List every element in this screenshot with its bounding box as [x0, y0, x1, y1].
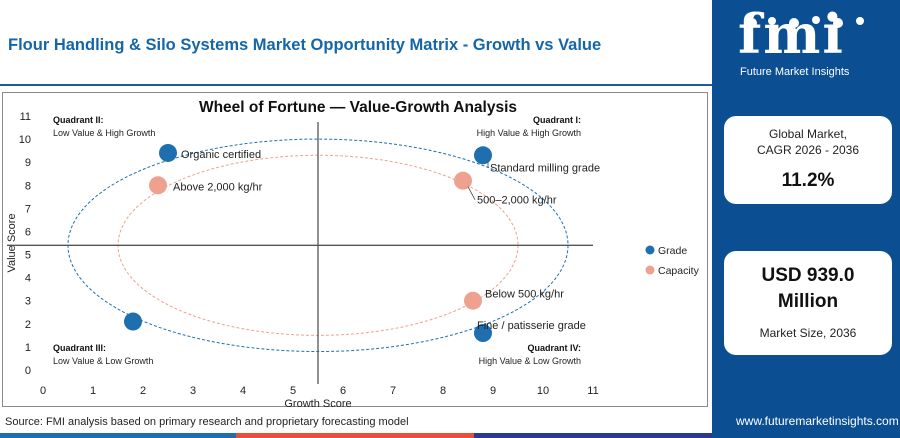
chart-panel: Wheel of Fortune — Value-Growth Analysis…: [2, 92, 708, 408]
point-label: Standard milling grade: [490, 162, 600, 174]
kpi-market-size-value-line1: USD 939.0: [761, 265, 855, 286]
fmi-logo: fmi Future Market Insights: [712, 0, 900, 86]
page-title: Flour Handling & Silo Systems Market Opp…: [8, 36, 602, 54]
y-axis-label: Value Score: [6, 213, 18, 272]
x-tick-label: 4: [240, 385, 246, 397]
bar-segment-blue: [0, 433, 236, 438]
y-tick-label: 1: [25, 342, 31, 354]
y-tick-label: 9: [25, 157, 31, 169]
y-tick-label: 8: [25, 180, 31, 192]
point-capacity: [149, 176, 167, 195]
kpi-market-size-card: USD 939.0 Million Market Size, 2036: [724, 251, 892, 355]
x-tick-label: 7: [390, 385, 396, 397]
point-label: Fine / patisserie grade: [477, 320, 586, 332]
legend-marker-capacity: [645, 265, 655, 275]
x-tick-label: 1: [90, 385, 96, 397]
kpi-market-size-label: Market Size, 2036: [759, 326, 857, 340]
sidebar: fmi Future Market Insights Global Market…: [712, 0, 900, 438]
y-tick-label: 3: [25, 296, 31, 308]
y-tick-label: 11: [20, 111, 31, 123]
kpi-cagr-label-line2: CAGR 2026 - 2036: [756, 143, 860, 157]
point-label: 500–2,000 kg/hr: [477, 195, 557, 207]
y-tick-label: 6: [25, 226, 31, 238]
website-link[interactable]: www.futuremarketinsights.com: [736, 414, 899, 428]
point-label: Organic certified: [181, 149, 261, 161]
point-label: Above 2,000 kg/hr: [173, 181, 263, 193]
kpi-cagr-value: 11.2%: [781, 170, 835, 191]
header: Flour Handling & Silo Systems Market Opp…: [0, 0, 712, 86]
y-tick-label: 2: [25, 319, 31, 331]
x-tick-label: 3: [190, 385, 196, 397]
kpi-cagr-card: Global Market, CAGR 2026 - 2036 11.2%: [724, 116, 892, 204]
y-tick-label: 5: [25, 250, 31, 262]
quadrant-title: Quadrant I:: [533, 115, 581, 125]
quadrant-title: Quadrant III:: [53, 343, 106, 353]
x-axis-label: Growth Score: [284, 398, 351, 408]
quadrant-subtitle: High Value & High Growth: [477, 128, 581, 138]
x-tick-label: 6: [340, 385, 346, 397]
point-grade: [474, 146, 492, 165]
quadrant-title: Quadrant IV:: [527, 343, 581, 353]
chart-title: Wheel of Fortune — Value-Growth Analysis: [199, 99, 517, 116]
legend-label-grade: Grade: [658, 245, 687, 257]
legend-label-capacity: Capacity: [658, 265, 700, 277]
y-tick-label: 7: [25, 203, 31, 215]
quadrant-subtitle: Low Value & Low Growth: [53, 356, 153, 366]
point-label: Below 500 kg/hr: [485, 289, 564, 301]
x-tick-label: 8: [440, 385, 446, 397]
point-label-leader: [467, 186, 476, 200]
bar-segment-red: [236, 433, 474, 438]
x-tick-label: 10: [537, 385, 549, 397]
header-divider: [0, 84, 712, 86]
bar-segment-navy: [474, 433, 712, 438]
x-tick-label: 9: [490, 385, 496, 397]
point-capacity: [464, 291, 482, 310]
quadrant-subtitle: High Value & Low Growth: [479, 356, 581, 366]
source-note: Source: FMI analysis based on primary re…: [5, 416, 409, 428]
quadrant-subtitle: Low Value & High Growth: [53, 128, 155, 138]
opportunity-matrix-chart: Wheel of Fortune — Value-Growth Analysis…: [6, 99, 700, 408]
logo-dots-icon: [747, 16, 864, 28]
y-tick-label: 10: [19, 134, 31, 146]
legend-marker-grade: [645, 245, 655, 255]
point-grade: [159, 143, 177, 162]
quadrant-title: Quadrant II:: [53, 115, 104, 125]
point-grade: [124, 312, 142, 331]
point-grade: [474, 324, 492, 343]
kpi-market-size-value-line2: Million: [777, 291, 839, 312]
y-tick-label: 4: [25, 273, 31, 285]
x-tick-label: 5: [290, 385, 296, 397]
x-tick-label: 2: [140, 385, 146, 397]
y-tick-label: 0: [25, 365, 31, 377]
logo-wordmark: fmi: [738, 2, 845, 66]
point-capacity: [454, 171, 472, 190]
kpi-cagr-label-line1: Global Market,: [768, 127, 848, 141]
x-tick-label: 0: [40, 385, 46, 397]
x-tick-label: 11: [587, 385, 598, 397]
logo-subtitle: Future Market Insights: [740, 66, 850, 78]
